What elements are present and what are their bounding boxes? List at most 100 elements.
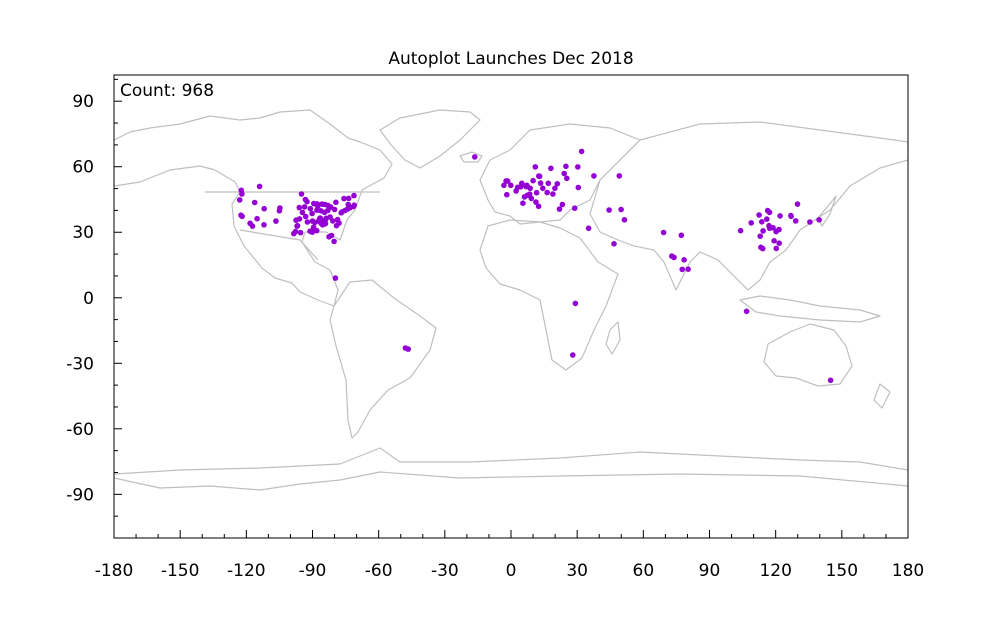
- data-point: [606, 207, 612, 213]
- data-point: [304, 198, 310, 205]
- data-point: [760, 228, 766, 234]
- data-point: [559, 201, 566, 208]
- data-point: [341, 195, 347, 202]
- data-point: [536, 173, 543, 180]
- data-point: [807, 219, 813, 225]
- data-point: [472, 154, 478, 160]
- data-point: [591, 173, 597, 179]
- data-point: [545, 180, 552, 187]
- coastline-asia: [589, 121, 908, 291]
- x-tick-label: 150: [826, 561, 858, 581]
- data-point: [540, 185, 546, 192]
- x-tick-label: -180: [95, 561, 134, 581]
- data-point: [794, 201, 801, 207]
- coastline-japan: [817, 195, 837, 227]
- data-point: [523, 183, 529, 190]
- data-point: [508, 182, 514, 189]
- x-tick-label: 180: [892, 561, 924, 581]
- border-us-mexico: [239, 229, 319, 261]
- data-point: [788, 213, 794, 220]
- coastline-new-zealand: [873, 383, 891, 409]
- data-point: [561, 170, 567, 177]
- data-point: [575, 164, 581, 170]
- data-point: [503, 178, 509, 184]
- data-point: [297, 229, 304, 236]
- data-point: [533, 189, 540, 196]
- data-point: [514, 184, 521, 191]
- data-point: [777, 213, 783, 219]
- data-point: [294, 222, 301, 229]
- y-tick-label: 30: [72, 223, 94, 243]
- data-point: [236, 197, 243, 203]
- data-point: [291, 230, 297, 237]
- data-point: [552, 185, 558, 192]
- y-tick-label: -90: [66, 485, 94, 505]
- world-map-background: [114, 109, 908, 491]
- data-point: [532, 164, 539, 170]
- data-point: [570, 352, 576, 358]
- coastline-greenland: [379, 109, 481, 169]
- data-point: [611, 241, 617, 247]
- coastline-north-america: [114, 109, 393, 307]
- data-point: [671, 254, 677, 261]
- data-point: [350, 203, 357, 210]
- y-tick-label: 90: [72, 92, 94, 112]
- data-point: [571, 205, 578, 211]
- data-point: [766, 222, 772, 229]
- data-point: [685, 266, 691, 273]
- data-point: [776, 240, 782, 246]
- data-point: [544, 189, 550, 196]
- count-annotation: Count: 968: [120, 81, 214, 101]
- data-point: [679, 266, 685, 273]
- data-point: [256, 183, 263, 190]
- data-point: [239, 213, 245, 220]
- data-point: [239, 191, 245, 197]
- data-point: [526, 191, 533, 197]
- data-point: [759, 245, 766, 252]
- data-point: [304, 219, 311, 225]
- data-point: [575, 184, 582, 191]
- x-tick-label: 60: [633, 561, 655, 581]
- data-point: [585, 225, 592, 232]
- data-point: [773, 245, 780, 252]
- data-point: [307, 205, 314, 212]
- data-point: [336, 220, 342, 226]
- data-point: [261, 222, 267, 228]
- data-point: [816, 217, 822, 223]
- data-point: [757, 233, 763, 239]
- x-tick-label: 30: [566, 561, 588, 581]
- data-point: [351, 192, 357, 199]
- data-point: [616, 173, 623, 179]
- data-point: [298, 191, 305, 197]
- data-point: [572, 300, 579, 307]
- data-point: [678, 232, 685, 239]
- coastline-africa: [479, 219, 619, 371]
- data-point: [310, 224, 317, 230]
- data-point: [254, 215, 260, 222]
- data-point: [299, 209, 306, 216]
- data-point: [827, 377, 834, 384]
- data-point: [322, 220, 329, 227]
- data-point: [756, 212, 762, 218]
- data-point: [333, 199, 339, 206]
- x-axis: -180 -150 -120 -90 -60 -30 0 30 60 90 120 150 180: [95, 530, 924, 581]
- data-point: [296, 204, 303, 211]
- data-point: [771, 238, 777, 244]
- coastline-antarctica-lower: [114, 471, 908, 491]
- data-point: [681, 257, 687, 263]
- data-point: [737, 227, 744, 234]
- data-point: [533, 199, 539, 205]
- data-point: [792, 218, 799, 224]
- coastline-australia: [763, 323, 853, 387]
- x-tick-label: -90: [299, 561, 327, 581]
- data-point: [554, 181, 561, 187]
- x-tick-label: 90: [699, 561, 721, 581]
- data-points: [236, 148, 834, 384]
- data-point: [301, 204, 308, 210]
- x-tick-label: -30: [431, 561, 459, 581]
- chart-title: Autoplot Launches Dec 2018: [388, 49, 633, 69]
- data-point: [501, 182, 507, 189]
- data-point: [308, 228, 314, 235]
- data-point: [535, 203, 542, 210]
